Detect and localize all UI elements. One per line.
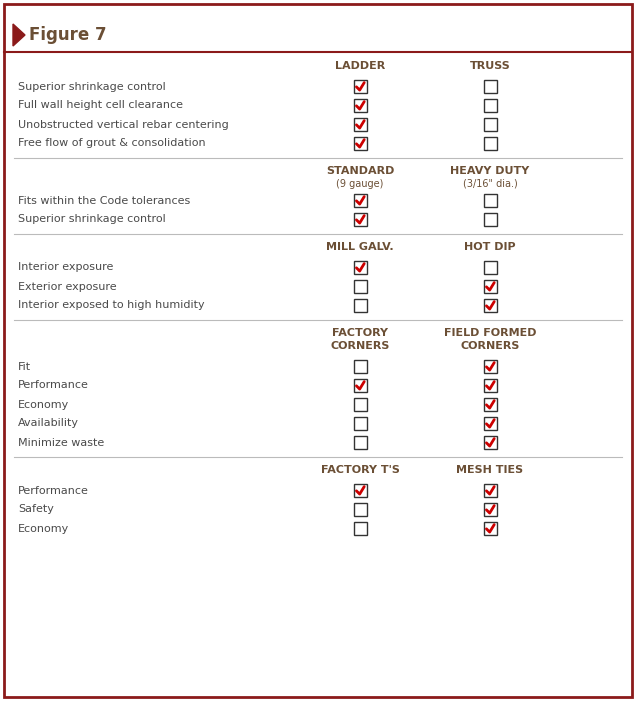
Bar bbox=[354, 299, 366, 312]
Bar bbox=[483, 360, 497, 373]
Bar bbox=[483, 280, 497, 293]
Bar bbox=[354, 398, 366, 411]
Text: FACTORY: FACTORY bbox=[332, 328, 388, 338]
Bar bbox=[354, 280, 366, 293]
Text: Availability: Availability bbox=[18, 418, 79, 428]
Bar bbox=[483, 299, 497, 312]
Text: Performance: Performance bbox=[18, 381, 89, 390]
Text: Figure 7: Figure 7 bbox=[29, 26, 107, 44]
Bar bbox=[354, 436, 366, 449]
Text: CORNERS: CORNERS bbox=[460, 341, 520, 351]
Bar bbox=[483, 503, 497, 516]
Bar bbox=[483, 213, 497, 226]
Bar bbox=[483, 379, 497, 392]
Bar bbox=[483, 522, 497, 535]
Text: (9 gauge): (9 gauge) bbox=[336, 179, 384, 189]
Bar bbox=[483, 80, 497, 93]
Text: Unobstructed vertical rebar centering: Unobstructed vertical rebar centering bbox=[18, 119, 229, 130]
Text: FACTORY T'S: FACTORY T'S bbox=[321, 465, 399, 475]
Bar bbox=[354, 484, 366, 497]
Bar bbox=[354, 194, 366, 207]
Text: HEAVY DUTY: HEAVY DUTY bbox=[450, 166, 530, 176]
Bar bbox=[483, 436, 497, 449]
Bar bbox=[354, 137, 366, 150]
Text: Interior exposure: Interior exposure bbox=[18, 262, 113, 273]
Text: Superior shrinkage control: Superior shrinkage control bbox=[18, 81, 166, 92]
Text: Safety: Safety bbox=[18, 505, 54, 515]
Text: TRUSS: TRUSS bbox=[469, 61, 510, 71]
Text: MESH TIES: MESH TIES bbox=[457, 465, 523, 475]
Bar bbox=[354, 522, 366, 535]
Text: STANDARD: STANDARD bbox=[326, 166, 394, 176]
Bar bbox=[483, 261, 497, 274]
Bar bbox=[354, 379, 366, 392]
Bar bbox=[483, 398, 497, 411]
Text: HOT DIP: HOT DIP bbox=[464, 242, 516, 252]
Bar bbox=[483, 99, 497, 112]
Text: Minimize waste: Minimize waste bbox=[18, 437, 104, 447]
Text: LADDER: LADDER bbox=[335, 61, 385, 71]
Bar bbox=[483, 118, 497, 131]
Bar bbox=[354, 80, 366, 93]
Bar bbox=[354, 417, 366, 430]
Text: Interior exposed to high humidity: Interior exposed to high humidity bbox=[18, 301, 205, 311]
Text: FIELD FORMED: FIELD FORMED bbox=[444, 328, 536, 338]
Text: Fit: Fit bbox=[18, 362, 31, 372]
Text: Exterior exposure: Exterior exposure bbox=[18, 282, 116, 292]
Text: Superior shrinkage control: Superior shrinkage control bbox=[18, 215, 166, 224]
Text: Performance: Performance bbox=[18, 486, 89, 496]
Bar bbox=[483, 194, 497, 207]
Bar bbox=[354, 213, 366, 226]
Bar bbox=[354, 360, 366, 373]
Text: Free flow of grout & consolidation: Free flow of grout & consolidation bbox=[18, 139, 205, 149]
Text: CORNERS: CORNERS bbox=[330, 341, 390, 351]
Text: Fits within the Code tolerances: Fits within the Code tolerances bbox=[18, 196, 190, 205]
Polygon shape bbox=[13, 24, 25, 46]
Text: Full wall height cell clearance: Full wall height cell clearance bbox=[18, 100, 183, 111]
Bar bbox=[354, 503, 366, 516]
Text: MILL GALV.: MILL GALV. bbox=[326, 242, 394, 252]
Text: Economy: Economy bbox=[18, 400, 69, 409]
Text: (3/16" dia.): (3/16" dia.) bbox=[462, 179, 517, 189]
Text: Economy: Economy bbox=[18, 524, 69, 533]
Bar bbox=[354, 99, 366, 112]
Bar bbox=[483, 417, 497, 430]
Bar bbox=[354, 261, 366, 274]
Bar bbox=[354, 118, 366, 131]
Bar bbox=[483, 484, 497, 497]
Bar bbox=[483, 137, 497, 150]
